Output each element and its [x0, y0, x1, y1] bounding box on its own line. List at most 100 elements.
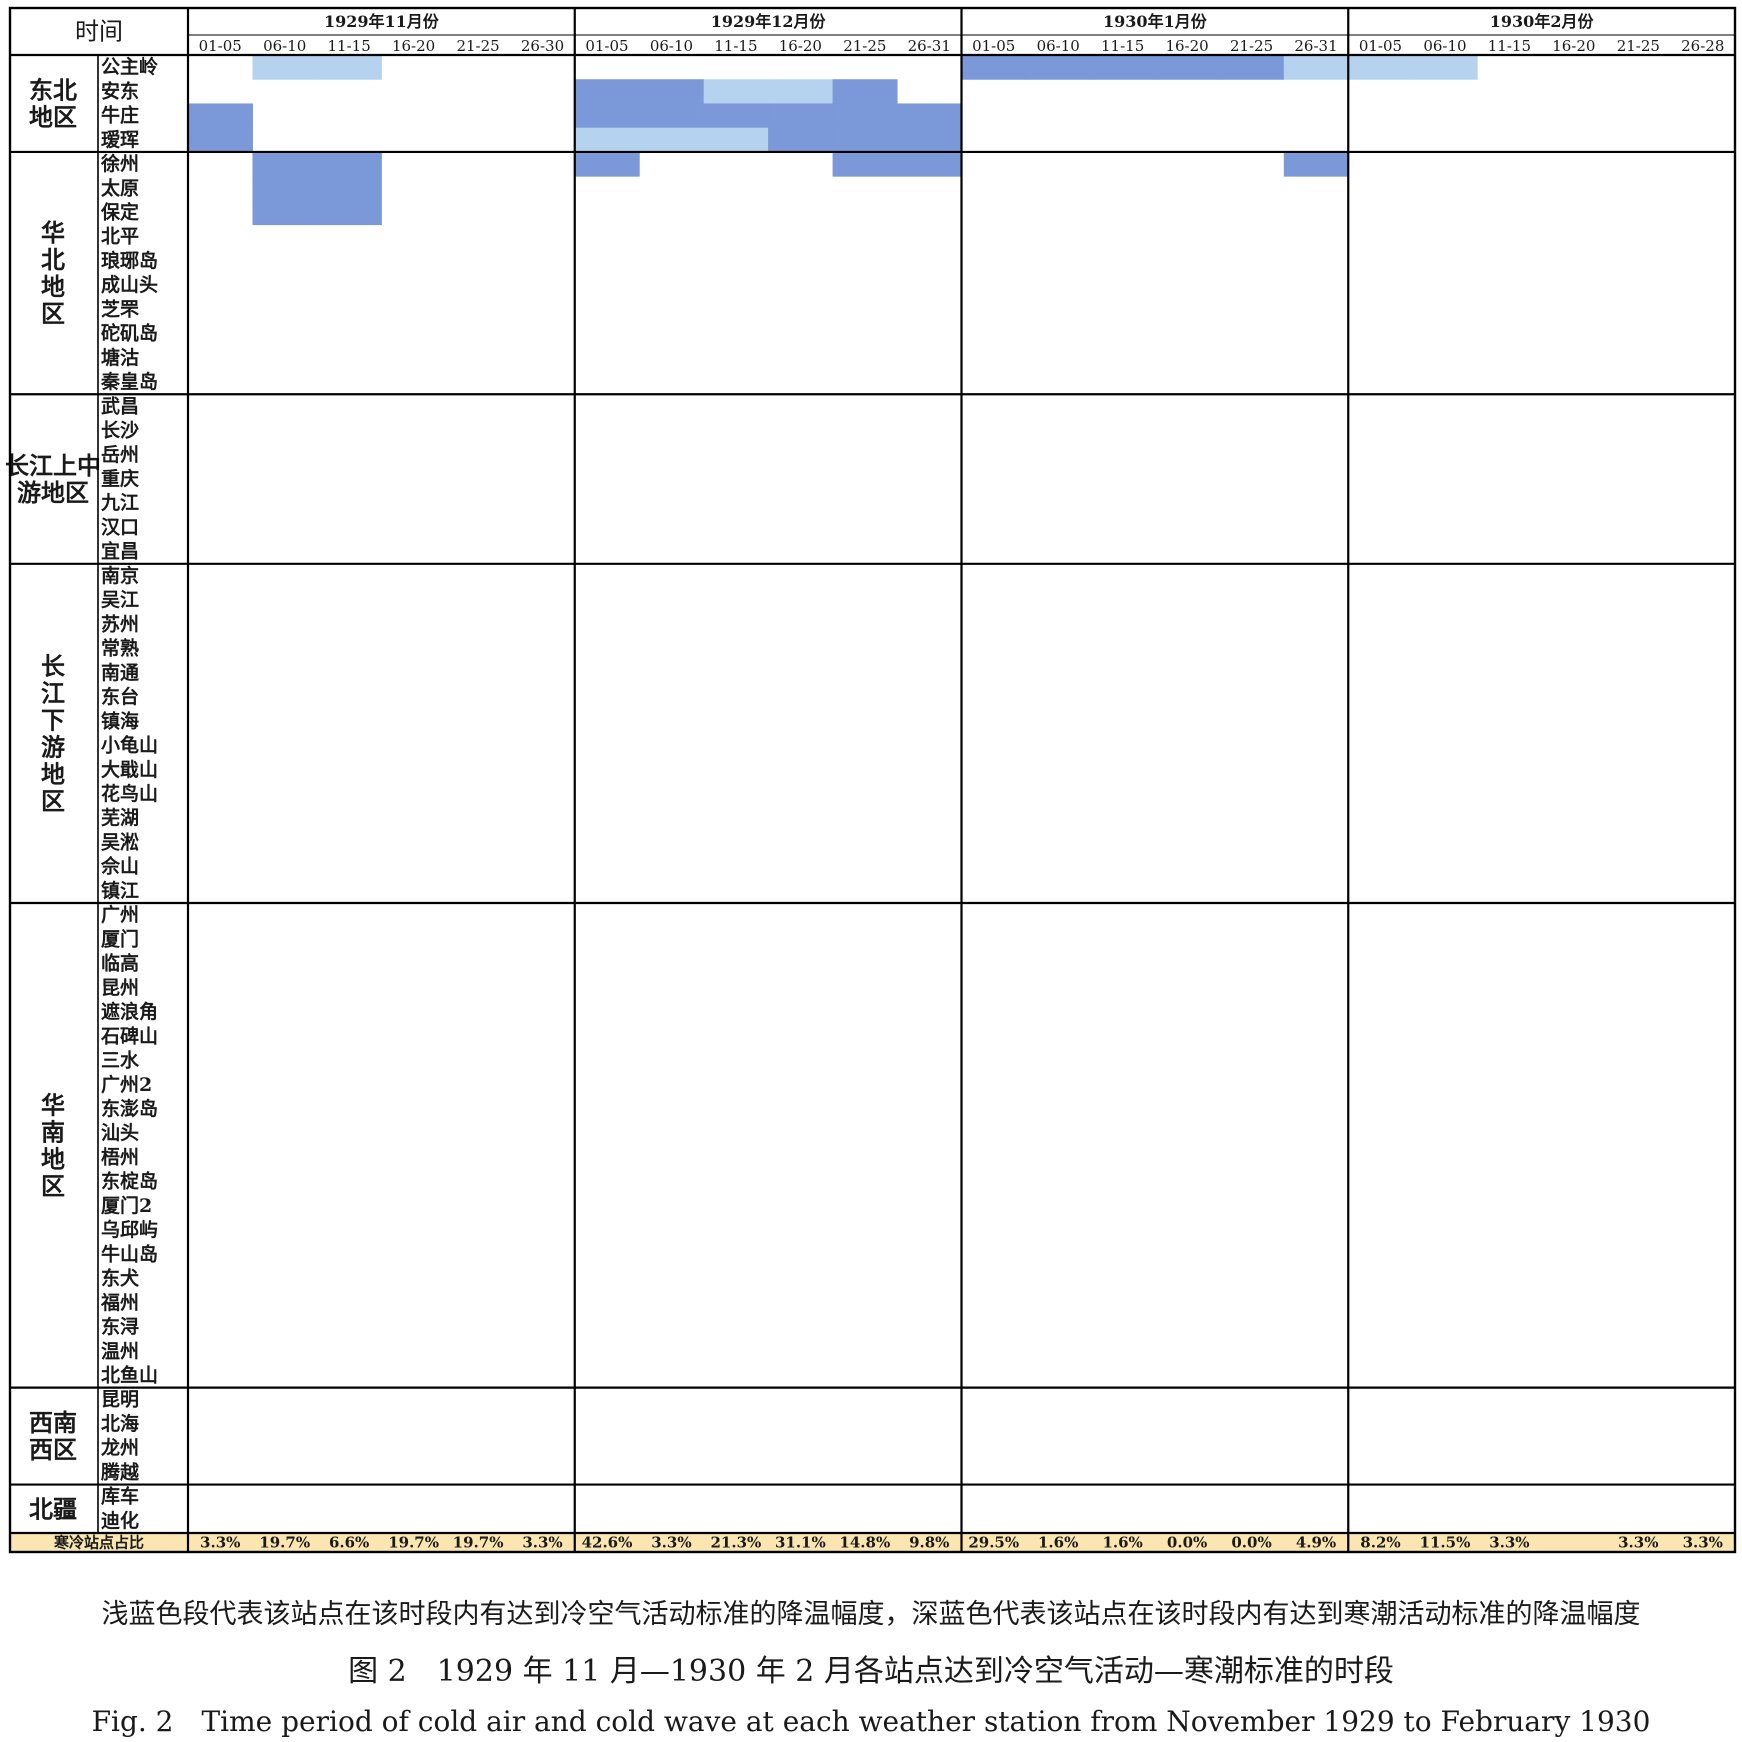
footer-value: 31.1%	[775, 1534, 826, 1552]
footer-label: 寒冷站点占比	[54, 1534, 144, 1552]
station-label: 武昌	[101, 395, 139, 417]
station-label: 迪化	[101, 1509, 139, 1532]
cold-wave-cell	[961, 55, 1027, 80]
station-label: 南京	[101, 564, 139, 587]
cold-wave-cell	[574, 79, 640, 104]
station-label: 吴江	[101, 589, 139, 611]
month-label: 1929年11月份	[324, 12, 440, 31]
cold-wave-cell	[832, 79, 898, 104]
station-label: 汉口	[101, 516, 139, 538]
region-label: 地	[41, 272, 65, 301]
period-label: 16-20	[392, 37, 435, 55]
station-label: 北海	[101, 1412, 139, 1435]
station-label: 北平	[101, 226, 139, 248]
station-label: 三水	[101, 1050, 140, 1072]
cold-wave-cell	[1219, 55, 1285, 80]
cold-wave-cell	[897, 127, 962, 153]
period-label: 11-15	[1488, 37, 1531, 55]
region-label: 区	[41, 299, 65, 328]
cold-air-cell	[1283, 55, 1349, 80]
cold-wave-cell	[252, 151, 318, 177]
region-label: 北疆	[29, 1494, 77, 1523]
footer-value: 0.0%	[1167, 1534, 1207, 1552]
period-label: 06-10	[1423, 37, 1466, 55]
station-label: 长沙	[101, 420, 139, 442]
station-label: 腾越	[100, 1460, 140, 1483]
period-label: 21-25	[1617, 37, 1660, 55]
month-label: 1930年2月份	[1490, 12, 1595, 31]
cold-air-cell	[768, 79, 834, 104]
station-label: 太原	[101, 176, 139, 199]
station-label: 东犬	[101, 1267, 140, 1290]
footer-value: 3.3%	[200, 1534, 240, 1552]
period-label: 11-15	[714, 37, 757, 55]
station-label: 镇海	[101, 709, 139, 732]
footer-value: 3.3%	[1618, 1534, 1658, 1552]
cold-wave-cell	[1283, 151, 1349, 177]
period-label: 11-15	[1101, 37, 1144, 55]
cold-wave-cell	[188, 103, 253, 129]
period-label: 21-25	[1230, 37, 1273, 55]
station-label: 牛庄	[101, 104, 139, 127]
station-label: 芜湖	[101, 806, 139, 829]
station-label: 广州	[101, 903, 139, 926]
cold-wave-cell	[1154, 55, 1220, 80]
footer-value: 3.3%	[651, 1534, 691, 1552]
station-label: 苏州	[101, 612, 139, 635]
region-label: 华	[41, 218, 65, 247]
corner-label: 时间	[75, 18, 123, 46]
cold-wave-cell	[316, 151, 382, 177]
station-label: 花鸟山	[101, 782, 158, 805]
station-label: 九江	[100, 492, 139, 514]
period-label: 21-25	[456, 37, 499, 55]
cold-wave-cell	[574, 151, 640, 177]
station-label: 宜昌	[101, 540, 139, 563]
station-label: 保定	[100, 200, 139, 223]
cold-wave-cell	[768, 103, 834, 129]
footer-value: 1.6%	[1102, 1534, 1142, 1552]
footer-band	[10, 1533, 1735, 1552]
station-label: 岳州	[101, 444, 139, 466]
footer-value: 14.8%	[839, 1534, 890, 1552]
station-label: 徐州	[100, 152, 139, 175]
cold-wave-cell	[639, 79, 705, 104]
cold-wave-cell	[316, 176, 382, 201]
station-label: 秦皇岛	[100, 370, 158, 393]
station-label: 镇江	[101, 879, 139, 902]
station-label: 瑷珲	[101, 128, 139, 151]
station-label: 龙州	[101, 1436, 139, 1459]
cold-wave-cell	[1025, 55, 1091, 80]
footer-value: 19.7%	[388, 1534, 439, 1552]
region-label: 区	[41, 786, 65, 815]
station-label: 小龟山	[101, 734, 158, 757]
region-label: 西区	[29, 1435, 77, 1464]
footer-value: 9.8%	[909, 1534, 949, 1552]
region-label: 东北	[29, 75, 77, 104]
period-label: 26-31	[908, 37, 951, 55]
station-label: 安东	[101, 79, 139, 102]
cold-wave-cell	[897, 103, 962, 129]
station-label: 北鱼山	[101, 1364, 158, 1387]
footer-value: 6.6%	[329, 1534, 369, 1552]
region-label: 长江上中	[5, 451, 101, 480]
footer-value: 1.6%	[1038, 1534, 1078, 1552]
station-label: 东澎岛	[101, 1097, 158, 1120]
cold-wave-cell	[897, 151, 962, 177]
region-label: 华	[41, 1090, 65, 1119]
cold-wave-cell	[574, 103, 640, 129]
cold-wave-cell	[316, 200, 382, 226]
footer-value: 3.3%	[1683, 1534, 1723, 1552]
region-label: 游	[41, 732, 65, 761]
station-label: 遮浪角	[101, 1000, 158, 1023]
footer-value: 0.0%	[1231, 1534, 1271, 1552]
station-label: 塘沽	[101, 346, 139, 369]
figure-caption-zh: 图 2 1929 年 11 月—1930 年 2 月各站点达到冷空气活动—寒潮标…	[348, 1654, 1394, 1689]
cold-air-cell	[1412, 55, 1478, 80]
cold-air-cell	[703, 127, 769, 153]
station-label: 吴淞	[101, 831, 139, 853]
station-label: 砣矶岛	[101, 322, 158, 345]
station-label: 南通	[101, 662, 140, 684]
region-label: 西南	[29, 1408, 77, 1437]
station-label: 昆明	[101, 1389, 139, 1411]
station-label: 梧州	[101, 1145, 139, 1168]
